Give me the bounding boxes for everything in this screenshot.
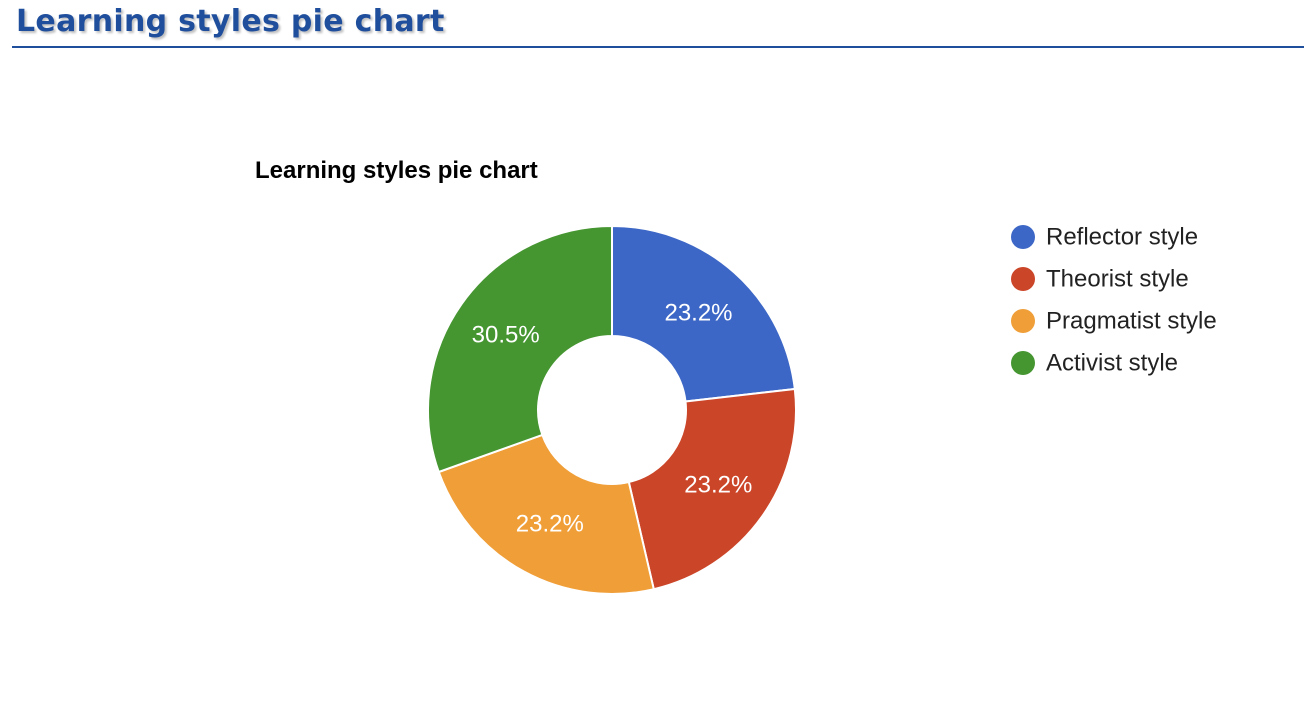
slice-reflector-style[interactable] [611,224,796,403]
chart-title: Learning styles pie chart [255,157,538,184]
slice-theorist-style[interactable] [627,387,797,591]
legend-item-activist-style[interactable]: Activist style [1011,350,1178,377]
slice-label-pragmatist-style: 23.2% [516,511,584,538]
legend-label: Theorist style [1046,266,1189,293]
slice-activist-style[interactable] [427,224,613,474]
legend-label: Pragmatist style [1046,308,1217,335]
legend-item-theorist-style[interactable]: Theorist style [1011,266,1189,293]
legend-item-pragmatist-style[interactable]: Pragmatist style [1011,308,1217,335]
slice-label-activist-style: 30.5% [472,322,540,349]
slices-layer [427,224,797,595]
legend: Reflector style Theorist style Pragmatist … [1011,224,1217,377]
heading-divider [12,46,1304,48]
legend-item-reflector-style[interactable]: Reflector style [1011,224,1198,251]
page-heading: Learning styles pie chart [16,4,445,39]
legend-swatch [1011,351,1035,375]
slice-label-reflector-style: 23.2% [664,299,732,326]
slice-pragmatist-style[interactable] [437,433,655,595]
legend-label: Reflector style [1046,224,1198,251]
slice-labels-layer: 23.2% 23.2% 23.2% 30.5% [472,299,753,537]
legend-label: Activist style [1046,350,1178,377]
legend-swatch [1011,225,1035,249]
legend-swatch [1011,309,1035,333]
legend-swatch [1011,267,1035,291]
slice-label-theorist-style: 23.2% [684,471,752,498]
